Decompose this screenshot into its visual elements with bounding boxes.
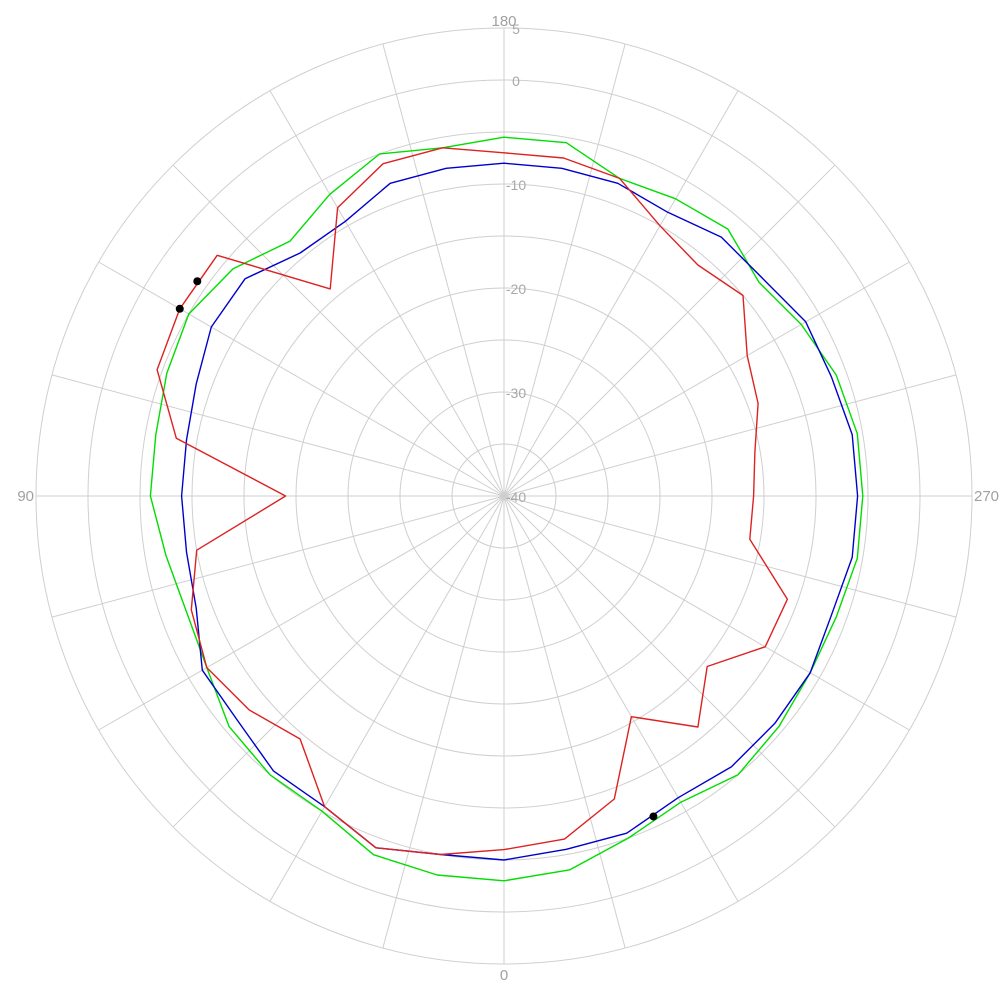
grid-spoke-315 — [503, 495, 836, 828]
grid-spoke-120 — [98, 261, 505, 497]
grid-spoke-285 — [503, 495, 957, 618]
radial-tick-label-1: 0 — [512, 73, 520, 89]
marker-point-2 — [175, 304, 184, 313]
grid-spoke-15 — [382, 495, 505, 949]
grid-spoke-330 — [503, 495, 739, 902]
grid-spoke-165 — [382, 43, 505, 497]
series-line-2 — [156, 147, 789, 856]
radial-tick-label-2: -10 — [506, 177, 526, 193]
grid-spoke-75 — [51, 495, 505, 618]
grid-spoke-135 — [172, 164, 505, 497]
angle-label-270: 270 — [974, 488, 999, 505]
radial-tick-label-4: -30 — [506, 385, 526, 401]
radial-tick-label-0: 5 — [512, 21, 520, 37]
angle-label-90: 90 — [17, 488, 34, 505]
marker-layer — [175, 277, 658, 821]
radial-tick-label-5: -40 — [506, 489, 526, 505]
grid-spoke-210 — [503, 90, 739, 497]
label-layer: 5 0 -10 -20 -30 -40 0 90 180 270 — [17, 13, 999, 984]
marker-point-0 — [649, 812, 658, 821]
grid-spoke-30 — [269, 495, 505, 902]
grid-spoke-255 — [503, 374, 957, 497]
grid-spoke-300 — [503, 495, 910, 731]
grid-spoke-150 — [269, 90, 505, 497]
series-line-1 — [180, 162, 859, 861]
angle-label-180: 180 — [491, 13, 516, 30]
series-layer — [149, 136, 864, 882]
grid-spoke-45 — [172, 495, 505, 828]
grid-spoke-240 — [503, 261, 910, 497]
marker-point-1 — [193, 277, 202, 286]
grid-spoke-195 — [503, 43, 626, 497]
angle-label-0: 0 — [500, 967, 508, 984]
grid-spoke-105 — [51, 374, 505, 497]
grid-spoke-345 — [503, 495, 626, 949]
grid-spoke-225 — [503, 164, 836, 497]
radial-tick-label-3: -20 — [506, 281, 526, 297]
grid-spoke-60 — [98, 495, 505, 731]
polar-grid — [35, 27, 973, 965]
